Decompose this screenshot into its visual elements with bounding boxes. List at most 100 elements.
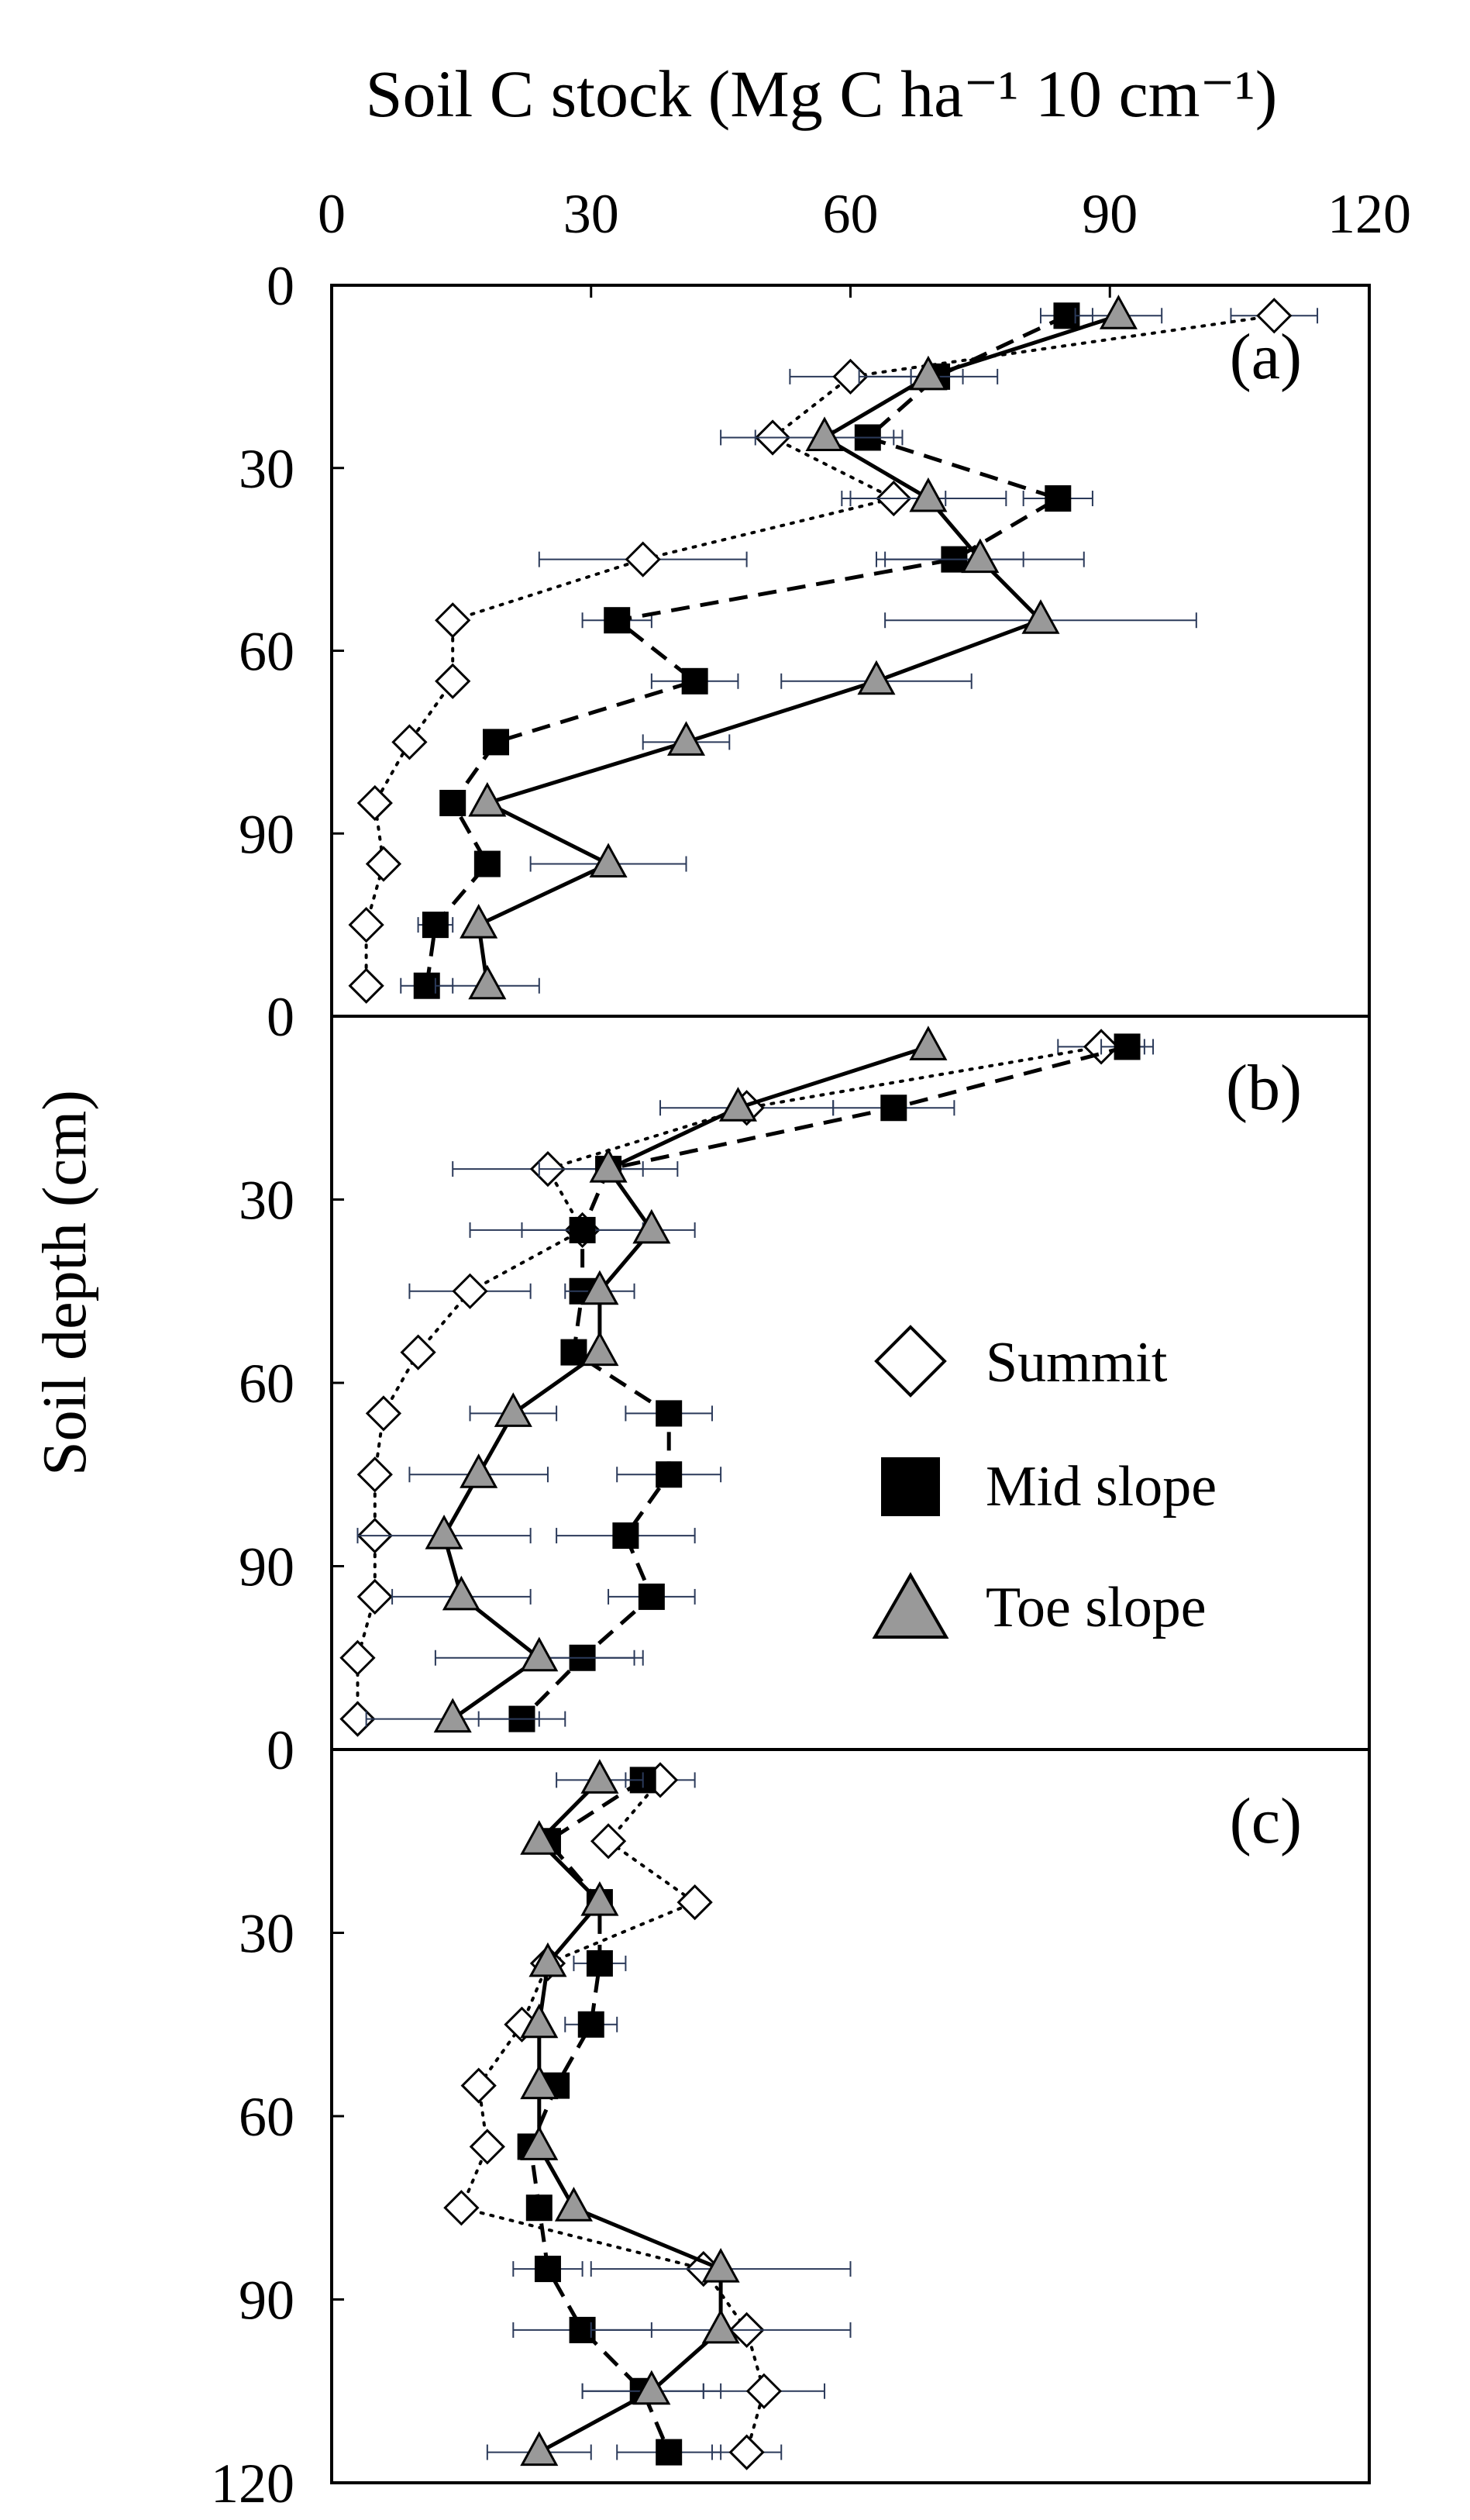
data-point-toe-slope [520, 2125, 559, 2160]
x-tick-label: 90 [1082, 183, 1138, 245]
x-tick-label: 120 [1327, 183, 1411, 245]
legend-item-summit: Summit [874, 1325, 1168, 1398]
data-point-toe-slope [520, 2064, 559, 2100]
series-mid-slope [477, 1033, 1155, 1732]
data-point-summit [1256, 298, 1293, 334]
data-point-summit [356, 1578, 393, 1615]
data-point-summit [365, 846, 402, 882]
panels: 0 30 60 90 (a) 0 30 60 90 (b) 0 30 60 90 120 (c) [211, 255, 1371, 2515]
data-point-mid-slope [560, 1339, 587, 1366]
data-point-summit [728, 2434, 765, 2470]
data-point-toe-slope [909, 1026, 948, 1060]
data-point-summit [452, 1273, 488, 1309]
y-tick-label: 60 [239, 621, 294, 683]
x-axis-title: Soil C stock (Mg C ha⁻¹ 10 cm⁻¹) [366, 57, 1278, 131]
data-point-toe-slope [805, 416, 844, 451]
legend-summit-label: Summit [986, 1331, 1168, 1394]
panel-label: (b) [1226, 1052, 1302, 1124]
legend-mid-slope-marker [881, 1457, 940, 1516]
panel-0: 0 30 60 90 (a) [239, 255, 1371, 1018]
data-point-summit [356, 1456, 393, 1493]
data-point-toe-slope [701, 2308, 740, 2344]
data-point-toe-slope [468, 781, 507, 817]
data-point-summit [348, 967, 384, 1004]
data-point-summit [625, 541, 661, 577]
data-point-toe-slope [528, 1942, 567, 1977]
y-tick-label: 0 [267, 255, 294, 317]
panel-1: 0 30 60 90 (b) [239, 986, 1371, 1751]
data-point-mid-slope [525, 2194, 553, 2222]
data-point-summit [443, 2190, 480, 2226]
x-tick-label: 60 [823, 183, 879, 245]
data-point-toe-slope [580, 1331, 619, 1367]
data-point-summit [400, 1334, 436, 1370]
y-tick-label: 60 [239, 2086, 294, 2148]
panel-frame [330, 1748, 1371, 2484]
legend-mid-slope-label: Mid slope [986, 1455, 1217, 1519]
data-point-toe-slope [580, 1270, 619, 1305]
data-point-summit [469, 2129, 505, 2165]
data-point-mid-slope [880, 1095, 907, 1122]
data-point-toe-slope [460, 904, 498, 939]
panel-frame [330, 284, 1371, 1018]
data-point-mid-slope [534, 2256, 561, 2283]
y-tick-label: 30 [239, 1170, 294, 1232]
series-toe-slope [434, 295, 1197, 1000]
data-point-toe-slope [425, 1514, 463, 1550]
series-line-summit [460, 1778, 766, 2454]
data-point-summit [435, 663, 471, 699]
series-summit [348, 298, 1319, 1004]
data-point-mid-slope [473, 850, 501, 877]
x-tick-label: 0 [318, 183, 346, 245]
data-point-mid-slope [604, 607, 631, 634]
data-point-mid-slope [1114, 1033, 1141, 1060]
panel-label: (a) [1230, 321, 1302, 393]
data-point-mid-slope [612, 1522, 639, 1550]
data-point-toe-slope [468, 964, 507, 1000]
data-point-toe-slope [460, 1453, 498, 1488]
data-point-toe-slope [442, 1575, 480, 1611]
data-point-toe-slope [433, 1698, 472, 1733]
data-point-toe-slope [632, 2370, 671, 2405]
y-tick-label: 90 [239, 1536, 294, 1598]
legend: Summit Mid slope Toe slope [872, 1325, 1217, 1639]
series-line-toe-slope [477, 313, 1120, 987]
series-mid-slope [512, 1767, 722, 2466]
data-point-mid-slope [656, 2439, 683, 2466]
data-point-mid-slope [638, 1583, 665, 1610]
data-point-toe-slope [857, 660, 896, 695]
data-point-mid-slope [439, 789, 466, 816]
series-line-mid-slope [528, 1778, 671, 2453]
series-toe-slope [486, 1759, 852, 2467]
y-tick-label: 90 [239, 2270, 294, 2332]
data-point-summit [391, 724, 428, 760]
data-point-mid-slope [586, 1949, 613, 1977]
y-tick-label: 30 [239, 438, 294, 500]
data-point-summit [676, 1884, 713, 1921]
data-point-toe-slope [554, 2187, 593, 2222]
data-point-summit [745, 2373, 783, 2409]
data-point-toe-slope [666, 721, 706, 756]
panel-frame [330, 1015, 1371, 1751]
series-summit [443, 1762, 826, 2470]
y-axis-title: Soil depth (cm) [31, 1090, 99, 1476]
data-point-toe-slope [494, 1392, 532, 1427]
data-point-mid-slope [577, 2011, 604, 2038]
series-line-mid-slope [425, 314, 1068, 987]
data-point-toe-slope [909, 477, 948, 512]
data-point-summit [590, 1823, 627, 1860]
data-point-summit [339, 1701, 376, 1737]
data-point-toe-slope [961, 538, 1000, 574]
data-point-mid-slope [422, 912, 449, 939]
panel-2: 0 30 60 90 120 (c) [211, 1719, 1371, 2515]
series-mid-slope [400, 302, 1093, 999]
data-point-toe-slope [520, 2003, 559, 2039]
data-point-toe-slope [589, 1147, 628, 1183]
data-point-toe-slope [1021, 599, 1060, 634]
data-point-toe-slope [520, 1820, 559, 1855]
x-axis-ticks: 0 30 60 90 120 [318, 183, 1411, 298]
data-point-mid-slope [569, 1216, 596, 1243]
legend-item-mid-slope: Mid slope [881, 1455, 1217, 1519]
data-point-mid-slope [1045, 485, 1072, 512]
